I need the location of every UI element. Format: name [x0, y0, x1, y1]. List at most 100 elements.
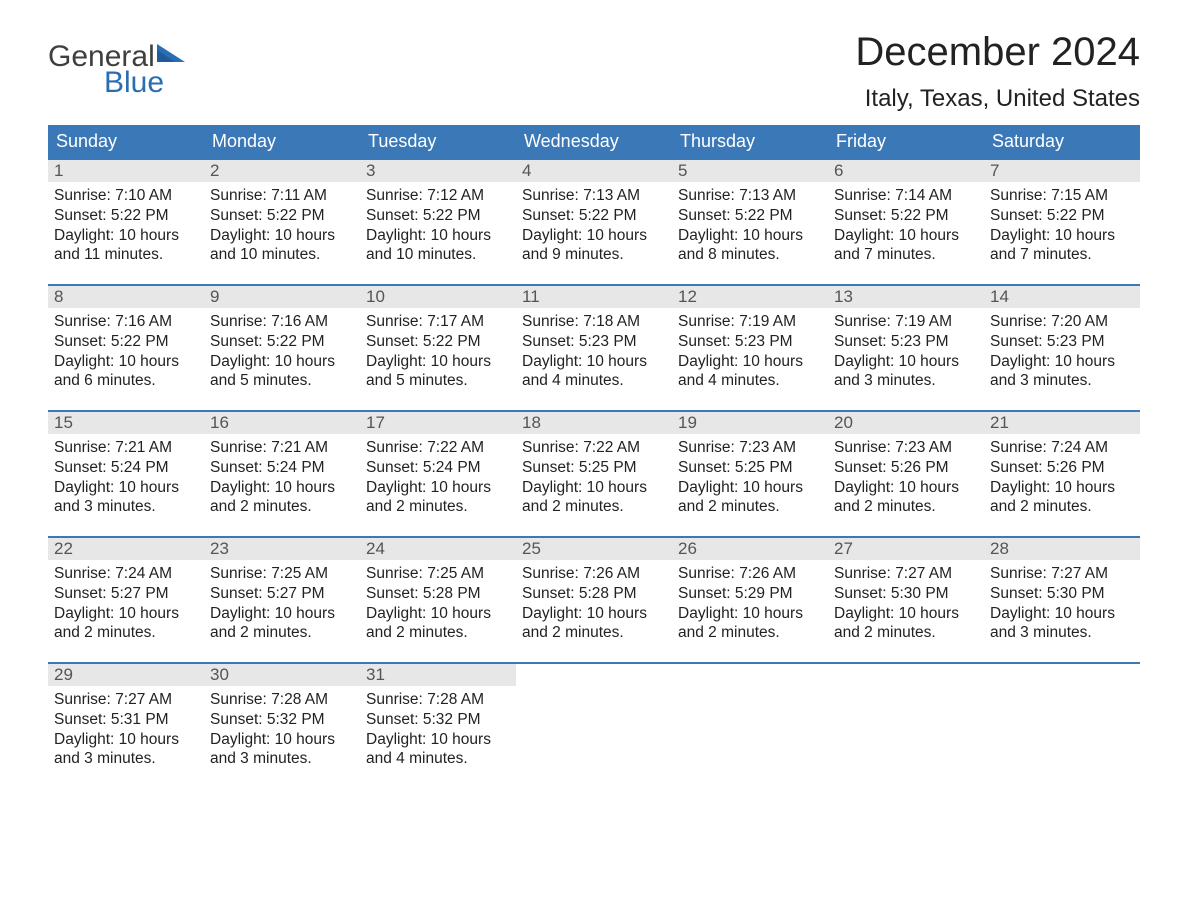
calendar-cell — [672, 663, 828, 789]
daylight-label: Daylight: — [366, 479, 426, 496]
daylight-label: Daylight: — [522, 353, 582, 370]
sunrise-label: Sunrise: — [366, 691, 423, 708]
sunset-line: Sunset: 5:22 PM — [210, 332, 354, 352]
sunrise-value: 7:16 AM — [115, 313, 172, 330]
sunrise-value: 7:27 AM — [895, 565, 952, 582]
sunset-value: 5:28 PM — [579, 585, 637, 602]
sunset-label: Sunset: — [54, 459, 107, 476]
sunset-line: Sunset: 5:31 PM — [54, 710, 198, 730]
daylight-line: Daylight: 10 hours and 8 minutes. — [678, 226, 822, 266]
sunset-label: Sunset: — [54, 711, 107, 728]
sunrise-value: 7:23 AM — [739, 439, 796, 456]
sunset-line: Sunset: 5:24 PM — [366, 458, 510, 478]
sunset-line: Sunset: 5:22 PM — [834, 206, 978, 226]
daylight-label: Daylight: — [834, 227, 894, 244]
day-number: 2 — [204, 160, 360, 182]
daylight-label: Daylight: — [522, 227, 582, 244]
daylight-label: Daylight: — [522, 479, 582, 496]
day-details: Sunrise: 7:22 AMSunset: 5:24 PMDaylight:… — [360, 434, 516, 523]
day-number: 12 — [672, 286, 828, 308]
sunset-line: Sunset: 5:27 PM — [210, 584, 354, 604]
daylight-line: Daylight: 10 hours and 5 minutes. — [366, 352, 510, 392]
daylight-label: Daylight: — [678, 227, 738, 244]
sunset-label: Sunset: — [678, 207, 731, 224]
daylight-label: Daylight: — [54, 605, 114, 622]
page-title: December 2024 — [855, 30, 1140, 75]
sunset-line: Sunset: 5:24 PM — [210, 458, 354, 478]
sunrise-value: 7:25 AM — [271, 565, 328, 582]
calendar-cell: 29Sunrise: 7:27 AMSunset: 5:31 PMDayligh… — [48, 663, 204, 789]
day-details: Sunrise: 7:25 AMSunset: 5:28 PMDaylight:… — [360, 560, 516, 649]
day-details: Sunrise: 7:17 AMSunset: 5:22 PMDaylight:… — [360, 308, 516, 397]
sunrise-value: 7:16 AM — [271, 313, 328, 330]
flag-icon — [157, 38, 187, 68]
sunset-line: Sunset: 5:26 PM — [990, 458, 1134, 478]
sunset-line: Sunset: 5:22 PM — [210, 206, 354, 226]
calendar-cell: 25Sunrise: 7:26 AMSunset: 5:28 PMDayligh… — [516, 537, 672, 663]
sunset-value: 5:22 PM — [735, 207, 793, 224]
day-details: Sunrise: 7:13 AMSunset: 5:22 PMDaylight:… — [672, 182, 828, 271]
daylight-label: Daylight: — [210, 731, 270, 748]
sunrise-line: Sunrise: 7:21 AM — [210, 438, 354, 458]
sunrise-line: Sunrise: 7:27 AM — [990, 564, 1134, 584]
sunrise-line: Sunrise: 7:22 AM — [522, 438, 666, 458]
day-details: Sunrise: 7:19 AMSunset: 5:23 PMDaylight:… — [828, 308, 984, 397]
calendar-body: 1Sunrise: 7:10 AMSunset: 5:22 PMDaylight… — [48, 159, 1140, 789]
sunset-label: Sunset: — [210, 459, 263, 476]
sunset-label: Sunset: — [678, 459, 731, 476]
sunrise-value: 7:28 AM — [427, 691, 484, 708]
calendar-cell: 8Sunrise: 7:16 AMSunset: 5:22 PMDaylight… — [48, 285, 204, 411]
sunrise-line: Sunrise: 7:16 AM — [54, 312, 198, 332]
sunrise-label: Sunrise: — [522, 439, 579, 456]
daylight-line: Daylight: 10 hours and 7 minutes. — [990, 226, 1134, 266]
sunrise-line: Sunrise: 7:23 AM — [678, 438, 822, 458]
calendar-cell — [516, 663, 672, 789]
day-number: 6 — [828, 160, 984, 182]
sunrise-value: 7:21 AM — [271, 439, 328, 456]
calendar-cell: 1Sunrise: 7:10 AMSunset: 5:22 PMDaylight… — [48, 159, 204, 285]
day-number: 1 — [48, 160, 204, 182]
daylight-line: Daylight: 10 hours and 2 minutes. — [678, 604, 822, 644]
daylight-label: Daylight: — [834, 479, 894, 496]
sunset-value: 5:30 PM — [1047, 585, 1105, 602]
day-details: Sunrise: 7:26 AMSunset: 5:29 PMDaylight:… — [672, 560, 828, 649]
daylight-line: Daylight: 10 hours and 3 minutes. — [834, 352, 978, 392]
sunset-label: Sunset: — [990, 333, 1043, 350]
sunset-value: 5:28 PM — [423, 585, 481, 602]
sunset-value: 5:22 PM — [111, 207, 169, 224]
day-details: Sunrise: 7:15 AMSunset: 5:22 PMDaylight:… — [984, 182, 1140, 271]
calendar-cell: 9Sunrise: 7:16 AMSunset: 5:22 PMDaylight… — [204, 285, 360, 411]
sunrise-line: Sunrise: 7:26 AM — [678, 564, 822, 584]
day-details: Sunrise: 7:10 AMSunset: 5:22 PMDaylight:… — [48, 182, 204, 271]
calendar-cell: 13Sunrise: 7:19 AMSunset: 5:23 PMDayligh… — [828, 285, 984, 411]
day-details: Sunrise: 7:24 AMSunset: 5:27 PMDaylight:… — [48, 560, 204, 649]
daylight-line: Daylight: 10 hours and 2 minutes. — [54, 604, 198, 644]
header: General Blue December 2024 Italy, Texas,… — [48, 30, 1140, 113]
sunset-line: Sunset: 5:25 PM — [678, 458, 822, 478]
sunrise-value: 7:10 AM — [115, 187, 172, 204]
sunrise-line: Sunrise: 7:19 AM — [678, 312, 822, 332]
sunrise-line: Sunrise: 7:11 AM — [210, 186, 354, 206]
calendar-cell: 31Sunrise: 7:28 AMSunset: 5:32 PMDayligh… — [360, 663, 516, 789]
sunrise-label: Sunrise: — [210, 187, 267, 204]
sunrise-value: 7:24 AM — [1051, 439, 1108, 456]
sunset-value: 5:23 PM — [891, 333, 949, 350]
sunset-label: Sunset: — [54, 585, 107, 602]
day-details: Sunrise: 7:21 AMSunset: 5:24 PMDaylight:… — [204, 434, 360, 523]
day-details: Sunrise: 7:27 AMSunset: 5:31 PMDaylight:… — [48, 686, 204, 775]
daylight-line: Daylight: 10 hours and 4 minutes. — [366, 730, 510, 770]
sunset-value: 5:26 PM — [1047, 459, 1105, 476]
day-number: 23 — [204, 538, 360, 560]
sunrise-line: Sunrise: 7:28 AM — [366, 690, 510, 710]
sunrise-value: 7:18 AM — [583, 313, 640, 330]
calendar-cell: 6Sunrise: 7:14 AMSunset: 5:22 PMDaylight… — [828, 159, 984, 285]
weekday-header: Sunday — [48, 125, 204, 159]
day-number: 24 — [360, 538, 516, 560]
day-number: 13 — [828, 286, 984, 308]
sunrise-label: Sunrise: — [678, 565, 735, 582]
day-number: 9 — [204, 286, 360, 308]
calendar-cell: 14Sunrise: 7:20 AMSunset: 5:23 PMDayligh… — [984, 285, 1140, 411]
sunrise-line: Sunrise: 7:27 AM — [54, 690, 198, 710]
daylight-line: Daylight: 10 hours and 2 minutes. — [210, 604, 354, 644]
sunrise-value: 7:12 AM — [427, 187, 484, 204]
